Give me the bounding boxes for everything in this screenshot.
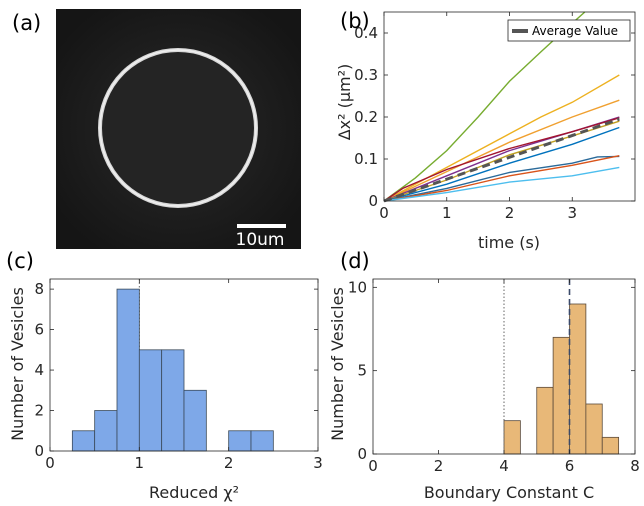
histogram-bar	[601, 436, 620, 455]
panel-a-label: (a)	[12, 11, 41, 35]
panel-b-label: (b)	[340, 9, 370, 33]
panel-b-xtick-label: 2	[505, 204, 515, 222]
panel-d-xtick-label: 4	[499, 457, 509, 475]
panel-c-xtick-label: 0	[45, 454, 55, 472]
trajectory-line	[383, 154, 620, 202]
histogram-bar	[71, 430, 96, 452]
average-value-line	[383, 117, 620, 203]
trajectory-line	[383, 74, 620, 202]
panel-a: 10um (a)	[12, 9, 301, 250]
legend-box	[507, 19, 631, 42]
histogram-bar	[250, 430, 274, 452]
trajectory-line	[383, 155, 620, 202]
trajectory-line	[383, 99, 620, 202]
panel-c-ylabel: Number of Vesicles	[8, 287, 27, 441]
panel-c-xtick-label: 1	[135, 454, 145, 472]
panel-d-xlabel: Boundary Constant C	[424, 483, 594, 502]
panel-d-ytick-label: 10	[348, 278, 367, 296]
vesicle-outline	[98, 48, 258, 208]
panel-b-ytick-label: 0.4	[354, 24, 378, 42]
panel-b-xtick-label: 0	[379, 204, 389, 222]
panel-b-ytick-label: 0	[368, 192, 378, 210]
panel-c-ytick-label: 8	[34, 280, 44, 298]
panel-c-xtick-label: 2	[224, 454, 234, 472]
histogram-bar	[536, 386, 554, 455]
panel-b-xtick-label: 3	[567, 204, 577, 222]
panel-c-plot	[71, 279, 274, 452]
panel-c: (c) 0 1 2 3 0 2 4 6 8 Reduced χ² Number of Vesic…	[6, 249, 323, 502]
panel-b-axes: 0 1 2 3 0 0.1 0.2 0.3 0.4	[354, 11, 636, 222]
panel-c-xtick-label: 3	[313, 454, 323, 472]
panel-d-xtick-label: 2	[434, 457, 444, 475]
panel-d-ytick-label: 0	[357, 445, 367, 463]
panel-c-xlabel: Reduced χ²	[149, 483, 239, 502]
legend-average-label: Average Value	[532, 24, 618, 38]
vesicle-highlight	[99, 49, 257, 207]
trajectory-line	[383, 126, 620, 202]
trajectory-line	[383, 166, 620, 202]
histogram-bar	[503, 420, 521, 455]
panel-d-xtick-label: 8	[630, 457, 640, 475]
histogram-bar	[552, 336, 570, 455]
histogram-bar	[585, 403, 603, 455]
panel-b-ytick-label: 0.2	[354, 108, 378, 126]
histogram-bar	[116, 288, 140, 452]
panel-b-xtick-label: 1	[442, 204, 452, 222]
histogram-bar	[183, 389, 207, 452]
panel-d-xtick-label: 0	[368, 457, 378, 475]
histogram-bar	[138, 349, 163, 452]
panel-c-axes: 0 1 2 3 0 2 4 6 8	[34, 278, 323, 472]
panel-b-ytick-label: 0.3	[354, 66, 378, 84]
histogram-bar	[228, 430, 252, 452]
panel-c-label: (c)	[6, 249, 34, 273]
panel-d-ylabel: Number of Vesicles	[328, 287, 347, 441]
panel-d-ytick-label: 5	[357, 362, 367, 380]
panel-c-ytick-label: 0	[34, 442, 44, 460]
panel-c-ytick-label: 6	[34, 321, 44, 339]
trajectory-line	[383, 117, 620, 202]
panel-b-ytick-label: 0.1	[354, 150, 378, 168]
panel-b-ylabel: Δx² (μm²)	[335, 64, 354, 141]
panel-c-ytick-label: 4	[34, 361, 44, 379]
panel-d: (d) 0 2 4 6 8 0 5 10 Boundary Constant C Number…	[328, 249, 640, 502]
panel-d-xtick-label: 6	[565, 457, 575, 475]
panel-b-plot	[383, 11, 620, 203]
panel-b: (b) 0 1 2 3 0 0.1 0.2 0.3 0.4 time (s) Δx² (μm²)…	[335, 9, 636, 252]
histogram-bar	[569, 303, 587, 455]
panel-d-axes: 0 2 4 6 8 0 5 10	[348, 278, 640, 475]
panel-d-plot	[503, 279, 620, 455]
panel-b-legend: Average Value	[507, 19, 631, 42]
histogram-bar	[161, 349, 185, 452]
scale-bar-label: 10um	[236, 230, 285, 250]
panel-c-ytick-label: 2	[34, 402, 44, 420]
panel-c-axes-box	[49, 278, 319, 452]
histogram-bar	[94, 410, 118, 452]
panel-b-xlabel: time (s)	[478, 233, 540, 252]
panel-d-label: (d)	[340, 249, 370, 273]
